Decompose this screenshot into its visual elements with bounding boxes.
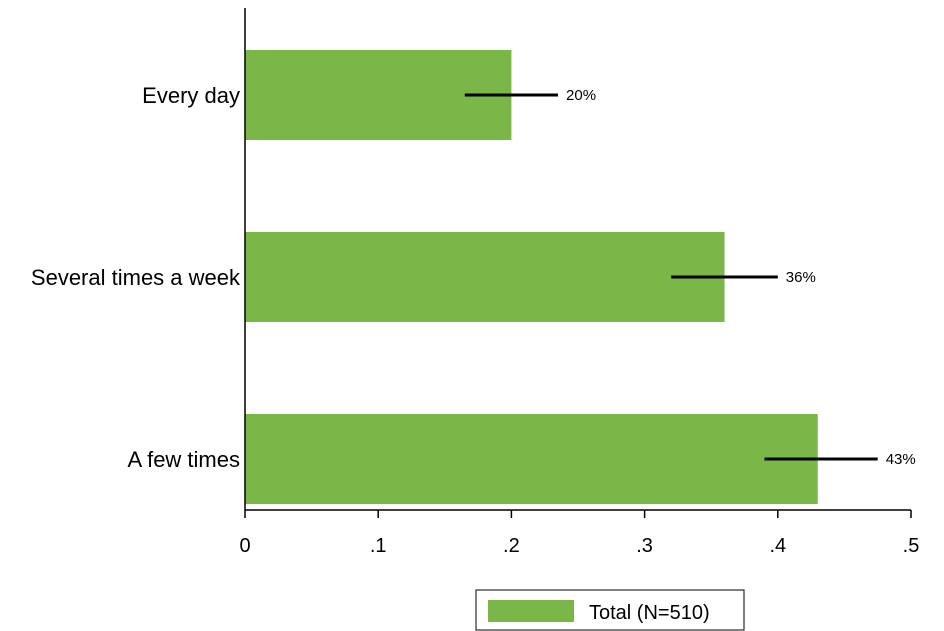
data-label-1: 36% xyxy=(786,269,816,286)
category-label-1: Several times a week xyxy=(31,265,241,290)
category-label-0: Every day xyxy=(142,83,240,108)
category-label-2: A few times xyxy=(128,447,240,472)
x-tick-label-2: .2 xyxy=(503,535,520,557)
axes: Every day Several times a week A few times… xyxy=(31,8,919,557)
legend: Total (N=510) xyxy=(475,589,745,631)
legend-label: Total (N=510) xyxy=(589,602,710,624)
legend-swatch xyxy=(488,600,574,622)
data-label-0: 20% xyxy=(566,87,596,104)
x-tick-label-3: .3 xyxy=(636,535,653,557)
x-tick-label-5: .5 xyxy=(903,535,920,557)
x-tick-label-4: .4 xyxy=(769,535,786,557)
plot-area: 20% 36% 43% xyxy=(245,50,916,504)
x-tick-label-1: .1 xyxy=(370,535,387,557)
data-label-2: 43% xyxy=(886,451,916,468)
bar-2 xyxy=(245,414,818,504)
bar-1 xyxy=(245,232,725,322)
x-tick-label-0: 0 xyxy=(239,535,250,557)
